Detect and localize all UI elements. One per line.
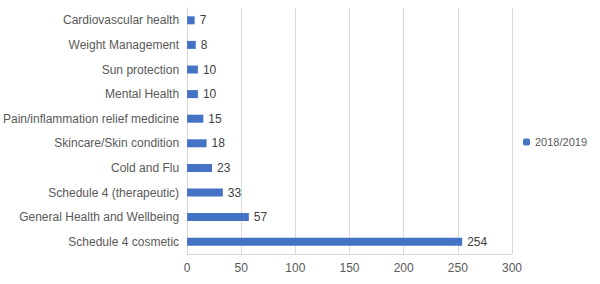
svg-text:8: 8: [201, 38, 208, 52]
svg-text:300: 300: [502, 261, 522, 275]
svg-text:7: 7: [200, 13, 207, 27]
svg-text:2018/2019: 2018/2019: [535, 136, 587, 148]
svg-text:Schedule 4 (therapeutic): Schedule 4 (therapeutic): [48, 186, 179, 200]
svg-text:250: 250: [448, 261, 468, 275]
svg-text:10: 10: [203, 63, 217, 77]
svg-text:100: 100: [285, 261, 305, 275]
svg-text:Cardiovascular health: Cardiovascular health: [63, 13, 179, 27]
svg-text:Schedule 4 cosmetic: Schedule 4 cosmetic: [68, 235, 179, 249]
svg-text:10: 10: [203, 87, 217, 101]
svg-text:Pain/inflammation relief medic: Pain/inflammation relief medicine: [3, 112, 179, 126]
svg-text:Sun protection: Sun protection: [102, 63, 179, 77]
svg-text:0: 0: [184, 261, 191, 275]
svg-text:Mental Health: Mental Health: [105, 87, 179, 101]
svg-text:33: 33: [228, 186, 242, 200]
svg-text:23: 23: [217, 161, 231, 175]
svg-text:Weight Management: Weight Management: [69, 38, 180, 52]
svg-text:18: 18: [212, 136, 226, 150]
svg-text:50: 50: [235, 261, 249, 275]
svg-text:15: 15: [208, 112, 222, 126]
svg-text:Skincare/Skin condition: Skincare/Skin condition: [54, 136, 179, 150]
svg-text:254: 254: [467, 235, 487, 249]
svg-text:General Health and Wellbeing: General Health and Wellbeing: [19, 210, 179, 224]
svg-text:Cold and Flu: Cold and Flu: [111, 161, 179, 175]
svg-text:200: 200: [394, 261, 414, 275]
svg-text:57: 57: [254, 210, 268, 224]
svg-text:150: 150: [340, 261, 360, 275]
